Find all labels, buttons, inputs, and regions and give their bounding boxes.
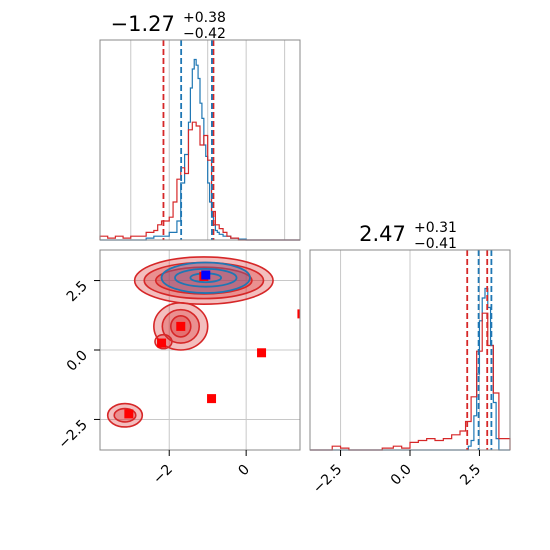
red-marker-1 [176,321,186,331]
red-marker-3 [257,348,267,358]
xtick-label-param-2-1: 0.0 [388,462,415,489]
red-marker-6 [297,309,300,319]
title-param-2-plus: +0.31 [414,220,457,236]
red-marker-2 [157,338,167,348]
ytick-label-joint-0: −2.5 [55,417,90,452]
joint-2d-panel: −2 0 −2.5 0.0 2.5 [55,249,301,488]
title-param-1-minus: −0.42 [183,26,226,42]
title-param-1-median: −1.27 [111,12,175,36]
title-param-1: −1.27 +0.38 −0.42 [111,7,231,42]
xtick-label-param-2-0: −2.5 [310,462,345,497]
title-param-1-plus: +0.38 [183,10,226,26]
hist-series-1-0 [310,287,510,451]
xtick-label-param-2-2: 2.5 [457,462,484,489]
title-param-2-minus: −0.41 [414,236,457,252]
red-marker-4 [207,394,217,404]
marginal-histogram-param-2: 2.47 +0.31 −0.41 −2.5 0.0 2.5 [309,217,511,497]
axes-frame-param-1 [99,39,301,241]
ytick-label-joint-2: 2.5 [64,278,91,305]
xtick-label-joint-1: 0 [235,462,253,480]
red-marker-5 [124,409,134,419]
ytick-label-joint-1: 0.0 [64,348,91,375]
xtick-label-joint-0: −2 [150,462,176,488]
hist-series-0-0 [100,58,300,241]
marginal-histogram-param-1: −1.27 +0.38 −0.42 [99,7,301,241]
title-param-2: 2.47 +0.31 −0.41 [359,217,462,252]
blue-marker [201,270,211,280]
title-param-2-median: 2.47 [359,222,406,246]
blue-contour-0-1 [174,267,238,288]
hist-series-0-1 [99,121,300,241]
